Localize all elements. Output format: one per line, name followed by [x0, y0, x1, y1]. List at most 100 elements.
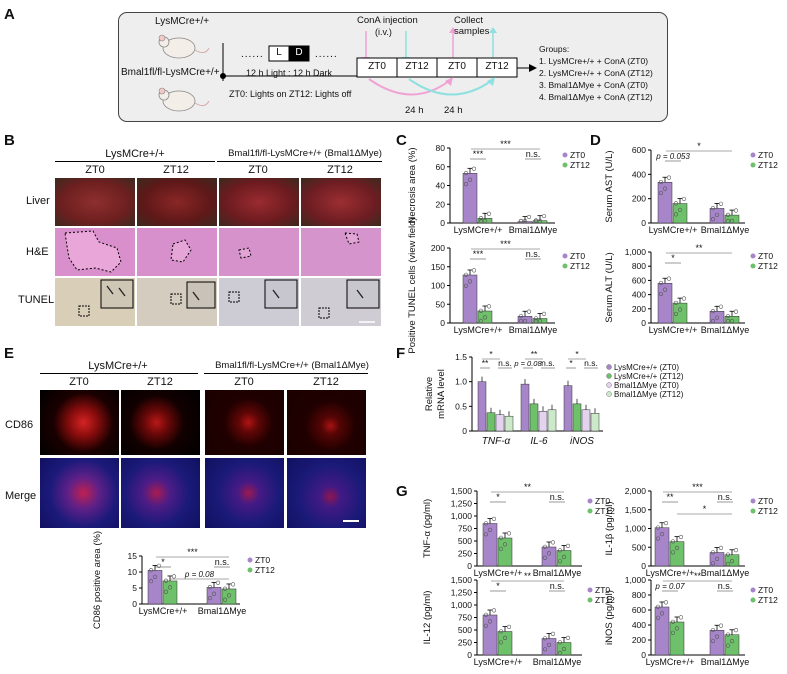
data-dot — [537, 218, 543, 224]
legend-marker — [562, 152, 568, 158]
data-dot — [533, 318, 539, 324]
data-dot — [471, 166, 477, 171]
y-tick-label: 0 — [641, 561, 646, 571]
data-dot — [673, 201, 679, 206]
y-axis-label: Serum AST (U/L) — [604, 150, 615, 222]
significance-label: n.s. — [584, 358, 598, 368]
tunel-photo-bmal-zt12 — [301, 278, 381, 326]
panelE-group1: LysMCre+/+ — [88, 360, 148, 372]
data-dot — [491, 608, 497, 613]
bar-zt12-1 — [724, 316, 740, 324]
significance-label: *** — [473, 149, 484, 159]
significance-label: n.s. — [550, 492, 565, 502]
data-dot — [725, 561, 731, 567]
data-dot — [502, 542, 508, 547]
tunel-photo-lys-zt12 — [137, 278, 217, 326]
cd86-photo-bmal-zt0 — [205, 390, 284, 455]
data-dot — [710, 550, 716, 555]
bar-zt12-1 — [221, 588, 237, 605]
y-tick-label: 0 — [641, 218, 646, 228]
data-dot — [662, 186, 668, 191]
data-dot — [670, 539, 676, 544]
x-category-label: Bmal1ΔMye — [509, 325, 558, 335]
data-dot — [526, 309, 532, 314]
bar-zt0-0 — [147, 570, 163, 605]
bar-zt12-0 — [477, 310, 493, 324]
x-category-label: Bmal1ΔMye — [701, 568, 750, 578]
data-dot — [729, 218, 735, 224]
data-dot — [518, 218, 524, 224]
row-label-liver: Liver — [26, 195, 50, 207]
x-category-label: Bmal1ΔMye — [701, 657, 750, 667]
data-dot — [478, 308, 484, 313]
legend-marker — [606, 382, 612, 388]
legend-marker — [750, 587, 756, 593]
significance-label: ** — [694, 571, 702, 581]
data-dot — [678, 534, 684, 540]
bar-series-1-0 — [486, 412, 496, 432]
cd86-photo-lys-zt0 — [40, 390, 119, 455]
data-dot — [714, 556, 720, 562]
y-tick-label: 2,000 — [625, 486, 647, 496]
data-dot — [718, 304, 724, 309]
bar-zt12-0 — [497, 631, 513, 656]
light-dark-cycle: 12 h Light : 12 h Dark — [246, 68, 333, 78]
tunel-zoom-inset — [170, 281, 216, 309]
data-dot — [673, 212, 679, 217]
samples-label: samples — [454, 26, 490, 37]
significance-label: p = 0.053 — [655, 152, 690, 161]
tunel-photo-lys-zt0 — [55, 278, 135, 326]
bar-zt0-0 — [462, 173, 478, 224]
panel-label-b: B — [4, 132, 15, 149]
legend-label: ZT12 — [595, 506, 615, 516]
bar-zt0-1 — [206, 587, 222, 605]
data-dot — [498, 535, 504, 540]
legend-marker — [587, 508, 593, 514]
data-dot — [725, 643, 731, 648]
y-axis-label: IL-12 (pg/ml) — [422, 591, 433, 645]
data-dot — [710, 318, 716, 324]
y-tick-label: 0 — [462, 426, 467, 436]
legend-marker — [587, 498, 593, 504]
bar-series-3-0 — [504, 415, 514, 432]
bar-zt0-0 — [482, 523, 498, 567]
data-dot — [655, 536, 661, 541]
y-axis-label: Necrosis area (%) — [407, 147, 418, 223]
data-dot — [482, 315, 488, 320]
data-dot — [725, 212, 731, 217]
y-axis-label: IL-1β (pg/ml) — [604, 501, 615, 555]
legend-marker — [247, 567, 253, 573]
panelB-group2-line — [217, 161, 382, 162]
data-dot — [658, 291, 664, 297]
data-dot — [557, 640, 563, 645]
liver-photo-lys-zt12 — [137, 178, 217, 226]
data-dot — [725, 552, 731, 557]
data-dot — [163, 578, 169, 583]
data-dot — [483, 532, 489, 537]
data-dot — [546, 642, 552, 648]
data-dot — [550, 540, 556, 545]
legend-label: ZT12 — [255, 565, 275, 575]
y-axis-label: Serum ALT (U/L) — [604, 252, 615, 322]
data-dot — [491, 516, 497, 522]
data-dot — [725, 313, 731, 319]
bar-zt0-1 — [541, 546, 557, 567]
panelB-group2: Bmal1fl/fl-LysMCre+/+ (Bmal1ΔMye) — [228, 148, 382, 159]
he-photo-lys-zt0 — [55, 228, 135, 276]
y-tick-label: 800 — [632, 261, 646, 271]
bar-zt0-0 — [657, 181, 673, 224]
data-dot — [163, 589, 169, 594]
legend-marker — [750, 498, 756, 504]
legend-label: ZT12 — [758, 595, 778, 605]
y-tick-label: 0 — [440, 218, 445, 228]
legend-marker — [606, 373, 612, 379]
y-tick-label: 20 — [436, 199, 446, 209]
bar-series-0-1 — [520, 383, 530, 432]
y-tick-label: 1,000 — [625, 575, 647, 585]
x-category-label: LysMCre+/+ — [646, 657, 695, 667]
mouse-icon-top — [158, 34, 210, 59]
panelE-col-3: ZT0 — [234, 376, 254, 388]
legend-label: LysMCre+/+ (ZT12) — [614, 372, 684, 381]
panelE-col-2: ZT12 — [147, 376, 173, 388]
y-tick-label: 80 — [436, 143, 446, 153]
